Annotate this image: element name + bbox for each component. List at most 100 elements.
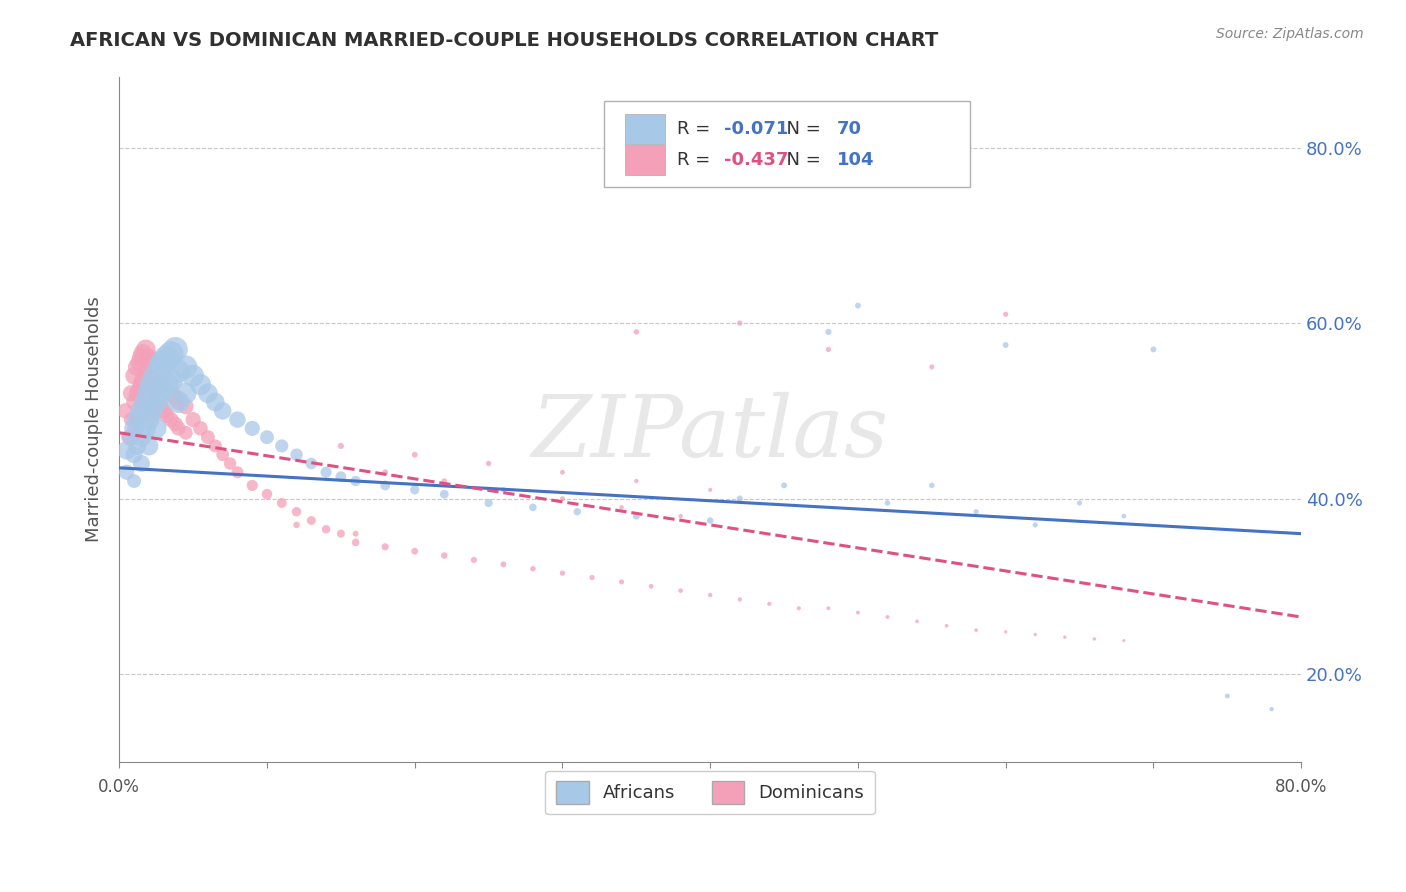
Point	[131, 404, 153, 418]
Point	[167, 364, 190, 378]
Point	[965, 505, 987, 519]
Point	[817, 343, 839, 357]
Point	[728, 491, 751, 506]
Point	[145, 395, 167, 409]
Point	[905, 615, 928, 629]
Point	[329, 469, 352, 483]
Point	[433, 487, 456, 501]
Text: 80.0%: 80.0%	[1275, 778, 1327, 796]
Point	[120, 430, 142, 444]
Point	[152, 355, 174, 369]
Point	[315, 522, 337, 536]
Point	[581, 570, 603, 584]
Point	[204, 439, 226, 453]
Point	[551, 566, 574, 581]
Point	[131, 430, 153, 444]
Point	[240, 478, 263, 492]
Point	[699, 514, 721, 528]
Point	[129, 355, 152, 369]
Text: 104: 104	[837, 151, 875, 169]
Point	[122, 448, 145, 462]
Point	[138, 439, 160, 453]
Point	[1142, 343, 1164, 357]
Point	[626, 474, 648, 488]
Text: -0.071: -0.071	[724, 120, 789, 137]
Point	[285, 505, 308, 519]
Text: -0.437: -0.437	[724, 151, 789, 169]
Point	[141, 408, 163, 422]
Point	[935, 619, 957, 633]
Point	[1112, 509, 1135, 524]
Point	[145, 421, 167, 435]
Point	[122, 395, 145, 409]
Point	[256, 487, 278, 501]
Point	[344, 535, 367, 549]
FancyBboxPatch shape	[626, 113, 665, 144]
Point	[758, 597, 780, 611]
Point	[699, 588, 721, 602]
Point	[773, 478, 796, 492]
Point	[152, 382, 174, 396]
Point	[846, 299, 869, 313]
Point	[131, 457, 153, 471]
Point	[125, 359, 148, 374]
Point	[492, 483, 515, 497]
Point	[135, 368, 157, 383]
Point	[344, 474, 367, 488]
Y-axis label: Married-couple Households: Married-couple Households	[86, 297, 103, 542]
Point	[197, 386, 219, 401]
Point	[478, 457, 501, 471]
Point	[190, 377, 212, 392]
Point	[122, 368, 145, 383]
Point	[374, 478, 396, 492]
Point	[197, 430, 219, 444]
Point	[132, 373, 155, 387]
Point	[149, 400, 172, 414]
Point	[285, 448, 308, 462]
Point	[125, 386, 148, 401]
Point	[846, 606, 869, 620]
Point	[669, 583, 692, 598]
Point	[921, 478, 943, 492]
Point	[965, 623, 987, 637]
Point	[135, 421, 157, 435]
Point	[226, 465, 249, 479]
Point	[152, 404, 174, 418]
Point	[149, 373, 172, 387]
Point	[141, 377, 163, 392]
Point	[167, 421, 190, 435]
Point	[204, 395, 226, 409]
Point	[174, 386, 197, 401]
Point	[876, 496, 898, 510]
Point	[155, 382, 177, 396]
Point	[141, 382, 163, 396]
Point	[285, 517, 308, 532]
Text: 70: 70	[837, 120, 862, 137]
Point	[160, 373, 183, 387]
Point	[728, 316, 751, 330]
Point	[994, 338, 1017, 352]
Point	[132, 347, 155, 361]
Point	[1024, 627, 1046, 641]
Point	[135, 395, 157, 409]
Text: N =: N =	[775, 151, 827, 169]
Point	[120, 386, 142, 401]
FancyBboxPatch shape	[603, 102, 970, 187]
Point	[165, 417, 187, 431]
Point	[135, 395, 157, 409]
Point	[404, 448, 426, 462]
Point	[174, 425, 197, 440]
Point	[994, 624, 1017, 639]
Point	[270, 439, 292, 453]
Point	[374, 540, 396, 554]
Point	[817, 601, 839, 615]
Point	[145, 368, 167, 383]
Point	[152, 377, 174, 392]
Point	[141, 355, 163, 369]
Point	[463, 553, 485, 567]
Point	[315, 465, 337, 479]
Point	[374, 465, 396, 479]
Point	[626, 509, 648, 524]
Point	[131, 404, 153, 418]
Point	[1260, 702, 1282, 716]
